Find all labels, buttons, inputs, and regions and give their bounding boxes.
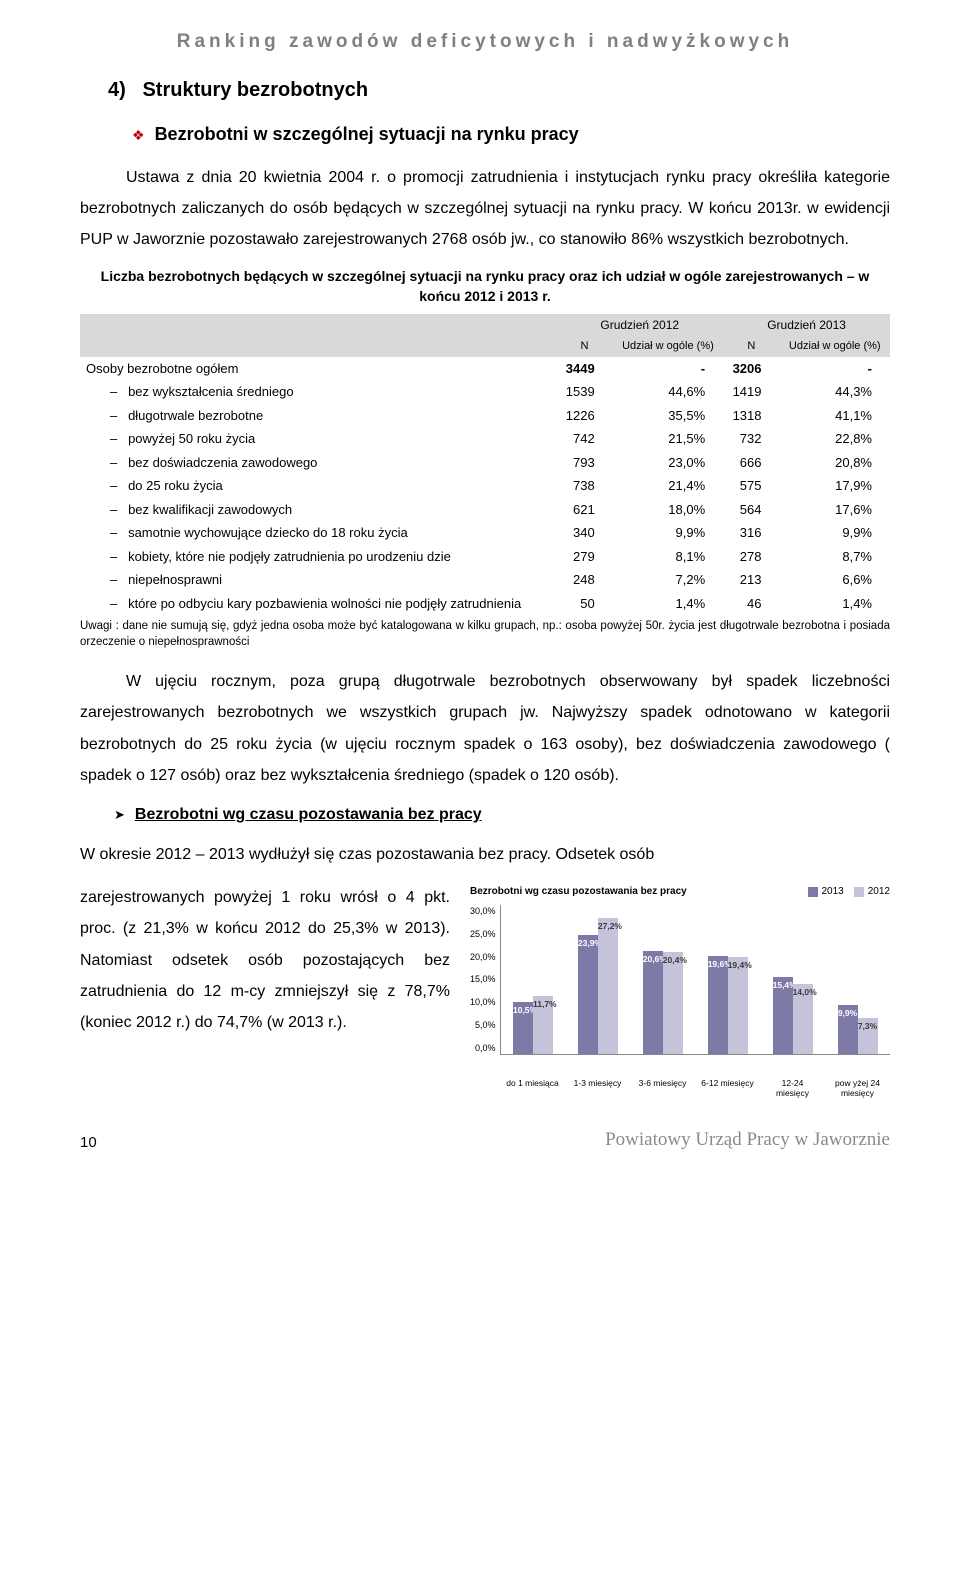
bullet-icon: ❖ [132,125,145,146]
page-number: 10 [80,1132,97,1155]
table-footnote: Uwagi : dane nie sumują się, gdyż jedna … [80,619,890,650]
table-row: – kobiety, które nie podjęły zatrudnieni… [80,545,890,569]
bar-chart: Bezrobotni wg czasu pozostawania bez pra… [470,882,890,1098]
page-header: Ranking zawodów deficytowych i nadwyżkow… [80,28,890,57]
table-row: – długotrwale bezrobotne122635,5%131841,… [80,404,890,428]
table-row: – które po odbyciu kary pozbawienia woln… [80,592,890,616]
table-row: – samotnie wychowujące dziecko do 18 rok… [80,521,890,545]
table-row: – bez kwalifikacji zawodowych62118,0%564… [80,498,890,522]
table-row: – niepełnosprawni2487,2%2136,6% [80,568,890,592]
page-footer: 10 Powiatowy Urząd Pracy w Jaworznie [80,1126,890,1155]
paragraph-1: Ustawa z dnia 20 kwietnia 2004 r. o prom… [80,162,890,256]
footer-org: Powiatowy Urząd Pracy w Jaworznie [605,1126,890,1155]
chart-title: Bezrobotni wg czasu pozostawania bez pra… [470,884,687,899]
subsection-heading-2: ➤ Bezrobotni wg czasu pozostawania bez p… [114,803,890,827]
paragraph-2: W ujęciu rocznym, poza grupą długotrwale… [80,666,890,791]
table-row: – bez doświadczenia zawodowego79323,0%66… [80,451,890,475]
section-heading: 4) Struktury bezrobotnych [108,75,890,105]
table-row: – powyżej 50 roku życia74221,5%73222,8% [80,427,890,451]
paragraph-3a: W okresie 2012 – 2013 wydłużył się czas … [80,839,890,870]
table-row: Osoby bezrobotne ogółem3449-3206- [80,357,890,381]
chart-plot: 10,5%11,7%23,9%27,2%20,6%20,4%19,6%19,4%… [500,905,890,1055]
chart-y-axis: 30,0%25,0%20,0%15,0%10,0%5,0%0,0% [470,905,500,1055]
table-row: – bez wykształcenia średniego153944,6%14… [80,380,890,404]
chart-x-axis: do 1 miesiąca1-3 miesięcy3-6 miesięcy6-1… [500,1079,890,1098]
data-table: Grudzień 2012 Grudzień 2013 N Udział w o… [80,314,890,615]
subsection-heading-1: ❖ Bezrobotni w szczególnej sytuacji na r… [132,121,890,148]
table-row: – do 25 roku życia73821,4%57517,9% [80,474,890,498]
triangle-icon: ➤ [114,805,125,825]
paragraph-3b: zarejestrowanych powyżej 1 roku wrósł o … [80,882,450,1038]
table-caption: Liczba bezrobotnych będących w szczególn… [80,267,890,306]
chart-legend: 20132012 [808,884,891,899]
